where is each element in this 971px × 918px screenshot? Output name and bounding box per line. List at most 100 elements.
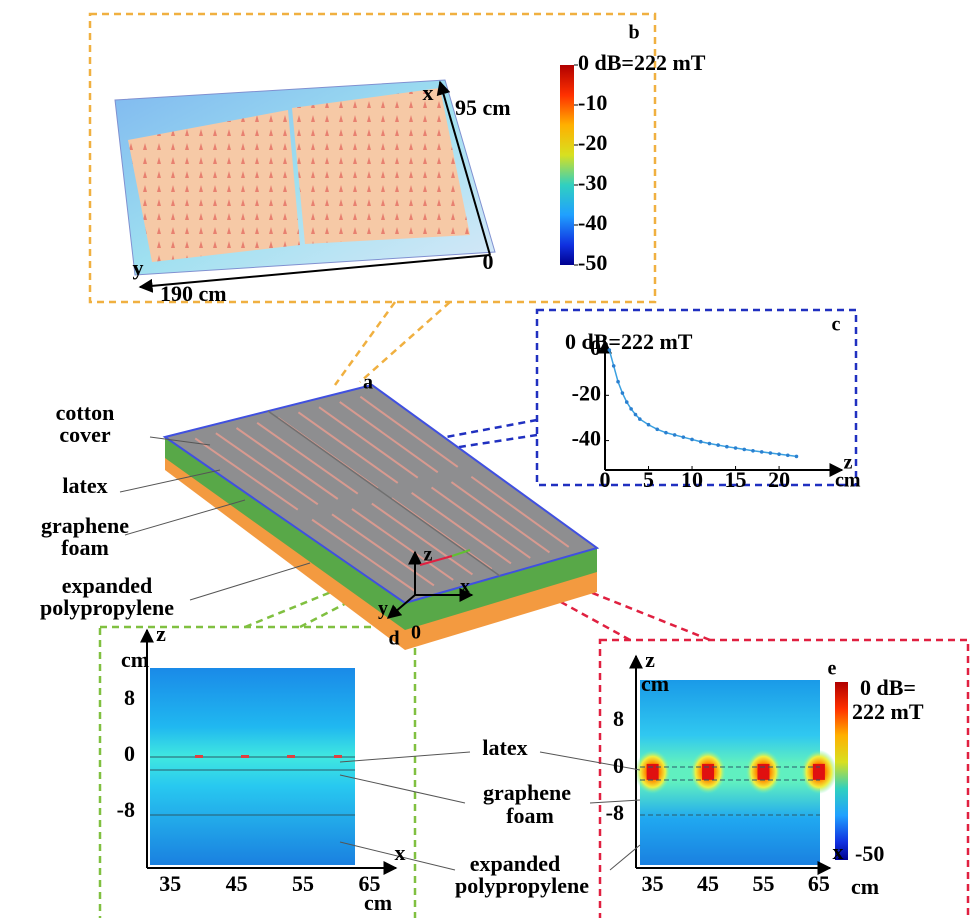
x-tick-label: 45 xyxy=(226,871,248,896)
colorbar-label: -50 xyxy=(578,250,607,275)
conductor xyxy=(647,764,659,780)
axis-unit: cm xyxy=(641,671,669,696)
annotation: polypropylene xyxy=(455,873,589,898)
axis-label: z xyxy=(156,621,166,646)
colorbar-label: -10 xyxy=(578,90,607,115)
layer-label: polypropylene xyxy=(40,595,174,620)
data-point xyxy=(655,427,659,431)
annotation: graphene xyxy=(483,780,571,805)
axis-label: x xyxy=(395,840,406,865)
axis-label: x xyxy=(460,576,470,598)
data-point xyxy=(725,445,729,449)
axis-label: 0 xyxy=(483,249,494,274)
y-tick-label: 0 xyxy=(590,335,601,360)
data-point xyxy=(625,400,629,404)
annotation: latex xyxy=(482,735,527,760)
data-point xyxy=(612,364,616,368)
chart-title: 0 dB=222 mT xyxy=(565,329,693,354)
x-tick-label: 45 xyxy=(697,871,719,896)
x-tick-label: 10 xyxy=(681,467,703,492)
colorbar-label: 222 mT xyxy=(852,699,924,724)
data-point xyxy=(621,391,625,395)
colorbar-label: 0 dB= xyxy=(860,675,916,700)
callout-b xyxy=(335,302,450,385)
x-tick-label: 35 xyxy=(159,871,181,896)
data-point xyxy=(734,446,738,450)
colorbar-label: -30 xyxy=(578,170,607,195)
z-tick-label: 8 xyxy=(124,685,135,710)
axis-label: x xyxy=(423,80,434,105)
z-tick-label: 0 xyxy=(613,753,624,778)
z-tick-label: 0 xyxy=(124,741,135,766)
data-point xyxy=(647,423,651,427)
x-tick-label: 15 xyxy=(725,467,747,492)
x-tick-label: 0 xyxy=(600,467,611,492)
colorbar xyxy=(835,682,848,860)
axis-label: 0 xyxy=(411,622,421,644)
page: { "panel_a": { "label": "a", "layers": [… xyxy=(0,0,971,918)
conductor xyxy=(702,764,714,780)
data-point xyxy=(742,448,746,452)
data-point xyxy=(690,438,694,442)
data-point xyxy=(777,452,781,456)
data-point xyxy=(751,449,755,453)
data-point xyxy=(616,380,620,384)
colorbar-label: -20 xyxy=(578,130,607,155)
axis-length: 190 cm xyxy=(160,281,227,306)
colorbar-label: -50 xyxy=(855,841,884,866)
data-point xyxy=(673,433,677,437)
data-point xyxy=(699,440,703,444)
x-tick-label: 65 xyxy=(358,871,380,896)
pad xyxy=(292,88,470,244)
data-point xyxy=(629,407,633,411)
axis-label: y xyxy=(378,598,388,620)
field-map xyxy=(150,668,355,865)
x-tick-label: 20 xyxy=(768,467,790,492)
z-tick-label: -8 xyxy=(606,800,624,825)
colorbar-label: 0 dB=222 mT xyxy=(578,50,706,75)
z-tick-label: -8 xyxy=(117,797,135,822)
x-tick-label: 55 xyxy=(752,871,774,896)
x-tick-label: 5 xyxy=(643,467,654,492)
panel-label: c xyxy=(832,314,841,336)
z-tick-label: 8 xyxy=(613,706,624,731)
axis-label: z xyxy=(424,544,433,566)
annotation: foam xyxy=(506,803,554,828)
axis-unit: cm xyxy=(835,470,861,492)
data-point xyxy=(769,451,773,455)
data-point xyxy=(682,435,686,439)
data-point xyxy=(664,431,668,435)
colorbar xyxy=(560,65,574,265)
data-point xyxy=(716,443,720,447)
panel-label: a xyxy=(363,372,373,394)
axis-label: z xyxy=(645,647,655,672)
conductor xyxy=(757,764,769,780)
data-point xyxy=(786,453,790,457)
axis-label: x xyxy=(833,839,844,864)
panel-label: e xyxy=(828,658,837,680)
axis-unit: cm xyxy=(121,647,149,672)
axis-unit: cm xyxy=(851,874,879,899)
x-tick-label: 35 xyxy=(642,871,664,896)
data-point xyxy=(608,348,612,352)
panel-label: d xyxy=(388,628,399,650)
decay-line xyxy=(609,350,796,456)
y-tick-label: -20 xyxy=(572,380,601,405)
layer-label: cover xyxy=(59,422,111,447)
colorbar-label: -40 xyxy=(578,210,607,235)
panel-label: b xyxy=(628,22,639,44)
data-point xyxy=(708,442,712,446)
x-tick-label: 55 xyxy=(292,871,314,896)
data-point xyxy=(760,450,764,454)
conductor xyxy=(813,764,825,780)
axis-length: 95 cm xyxy=(455,95,511,120)
data-point xyxy=(795,455,799,459)
axis-label: y xyxy=(133,255,144,280)
layer-label: foam xyxy=(61,535,109,560)
data-point xyxy=(638,417,642,421)
data-point xyxy=(634,413,638,417)
y-tick-label: -40 xyxy=(572,426,601,451)
layer-label: latex xyxy=(62,473,107,498)
x-tick-label: 65 xyxy=(808,871,830,896)
figure: acottoncoverlatexgraphenefoamexpandedpol… xyxy=(0,0,971,918)
